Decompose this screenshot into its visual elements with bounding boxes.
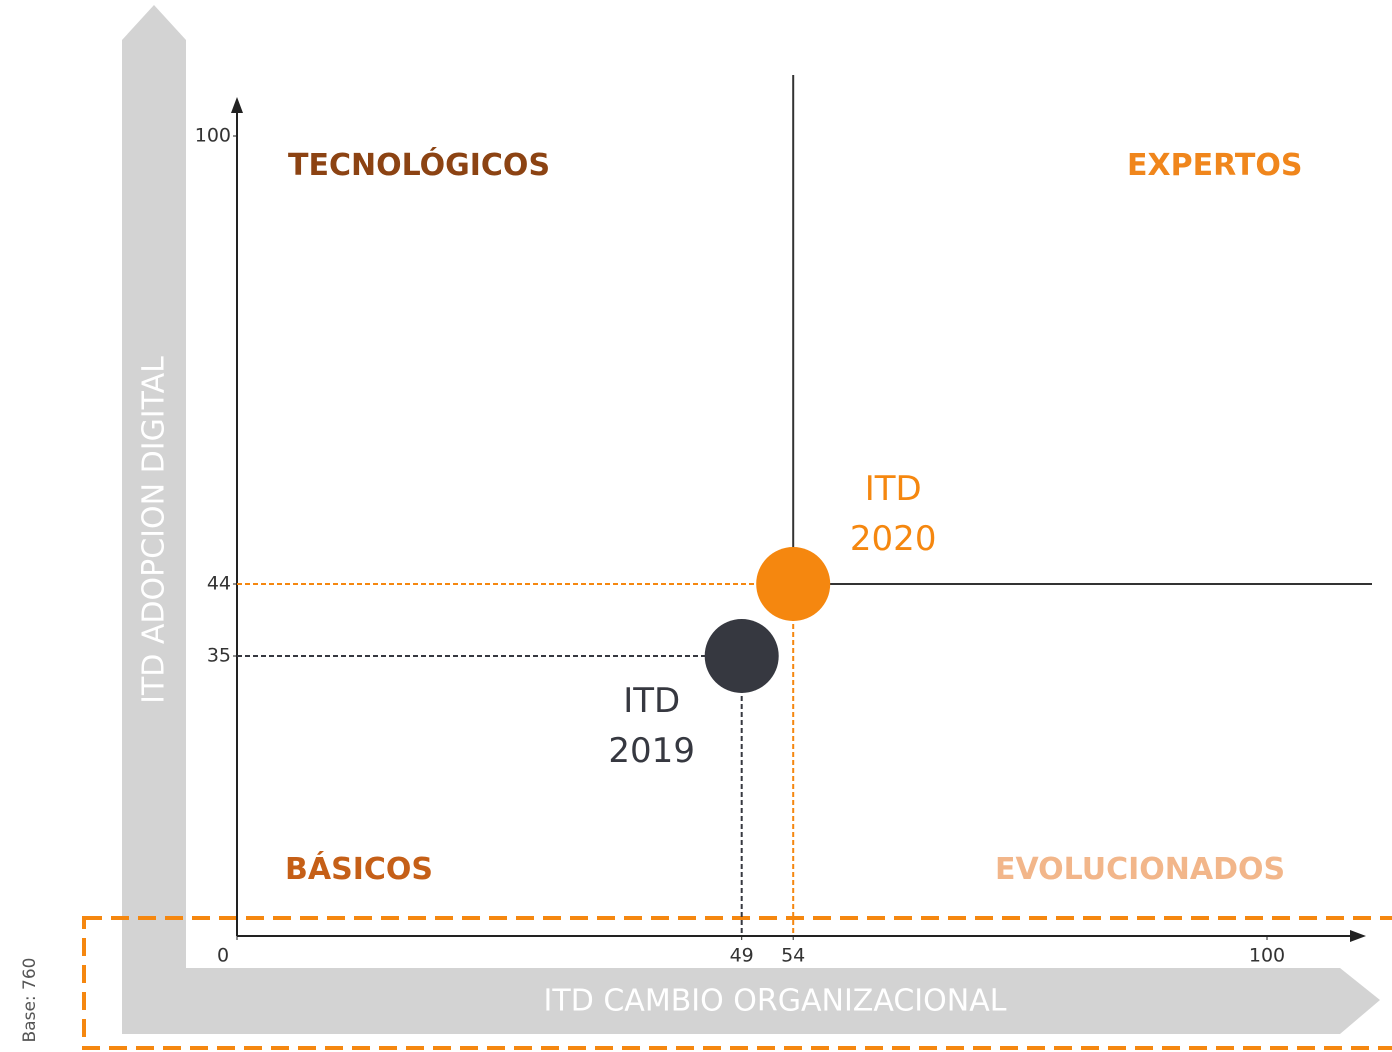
y-tick-label: 100	[195, 125, 231, 147]
y-tick-label: 44	[207, 573, 231, 595]
quadrant-label: TECNOLÓGICOS	[288, 148, 551, 183]
x-arrow	[1350, 930, 1366, 942]
x-tick-label: 54	[781, 945, 805, 967]
x-tick-label: 49	[730, 945, 754, 967]
quadrant-label: EXPERTOS	[1127, 148, 1303, 183]
point	[756, 547, 831, 621]
x-axis-title: ITD CAMBIO ORGANIZACIONAL	[544, 984, 1007, 1019]
quadrant-label: EVOLUCIONADOS	[995, 852, 1286, 887]
point-label: ITD 2019	[608, 681, 695, 771]
y-axis-title: ITD ADOPCION DIGITAL	[137, 356, 172, 704]
note: Base: 760	[20, 958, 40, 1043]
y-tick-label: 35	[207, 645, 231, 667]
point-label: ITD 2020	[849, 469, 937, 559]
y-arrow	[231, 97, 243, 113]
inner-area	[186, 120, 1216, 968]
quadrant-label: BÁSICOS	[285, 852, 433, 887]
x-tick-label: 100	[1249, 945, 1285, 967]
point	[704, 619, 779, 693]
x-tick-label: 0	[217, 945, 229, 967]
highlight-box	[82, 916, 1392, 1050]
